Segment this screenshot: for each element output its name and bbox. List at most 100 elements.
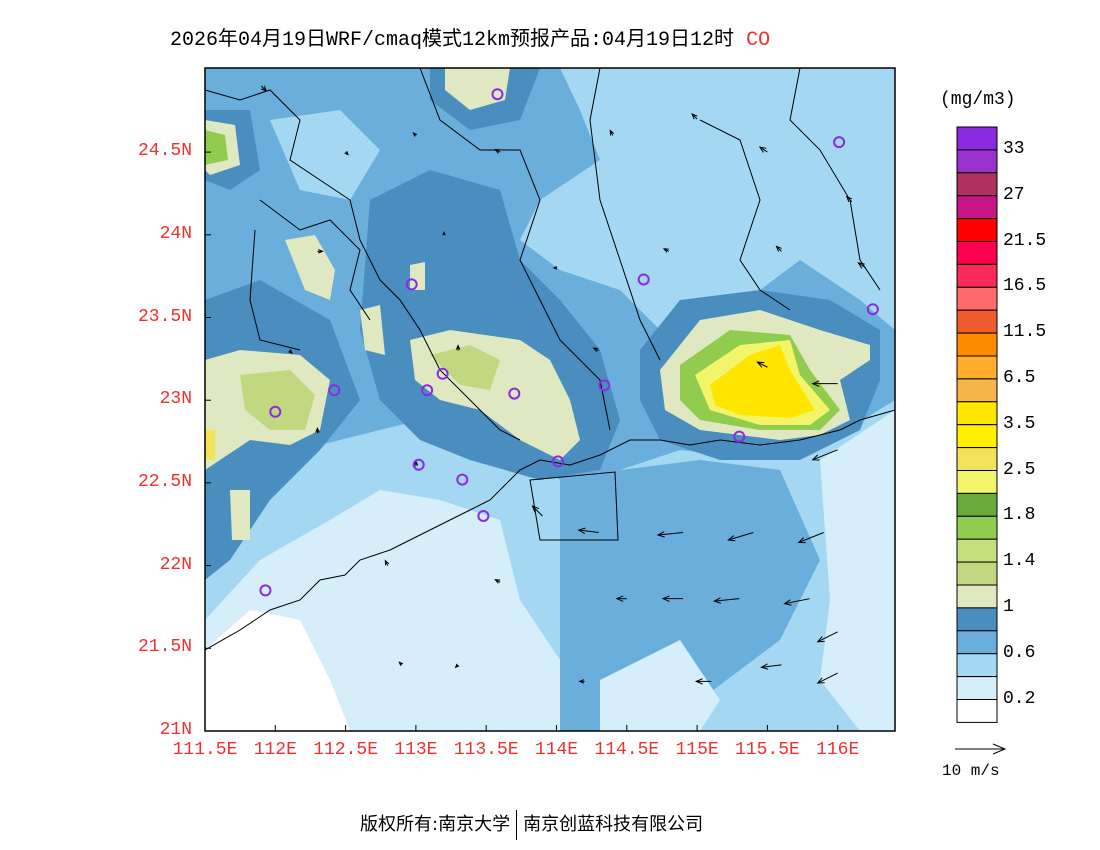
copyright-left: 版权所有:南京大学 [360,814,511,835]
station-marker [637,273,650,286]
monitoring-stations [259,88,879,597]
colorbar-swatch [956,630,998,655]
station-marker [733,430,746,443]
wind-arrow [260,85,268,92]
wind-arrow [288,349,293,354]
wind-vectors [260,85,867,685]
x-tick-label: 115E [675,740,719,760]
wind-arrow [494,149,501,154]
colorbar-swatch [956,309,998,334]
wind-arrow [816,631,838,643]
y-tick-label: 21.5N [137,637,192,658]
colorbar-swatch [956,584,998,609]
colorbar-swatch [956,149,998,174]
footer-separator [516,810,518,840]
station-marker [456,473,469,486]
plot-frame [204,67,896,732]
station-marker [491,88,504,101]
station-marker [412,458,425,471]
wind-arrow [713,597,740,604]
colorbar-swatch [956,218,998,243]
coastline-and-boundaries [205,68,895,651]
wind-arrow [609,129,615,136]
colorbar-label: 2.5 [1003,459,1036,480]
colorbar-swatch [956,355,998,380]
x-tick-label: 113.5E [453,740,519,760]
species-label: CO [746,29,771,52]
wind-arrow [552,266,558,270]
colorbar [956,126,998,723]
colorbar-swatch [956,538,998,563]
colorbar-swatch [956,378,998,403]
station-marker [551,455,564,468]
wind-arrow [578,679,585,684]
station-marker [259,584,272,597]
copyright-footer: 版权所有:南京大学 南京创蓝科技有限公司 [360,810,703,840]
colorbar-swatch [956,332,998,357]
colorbar-swatch [956,241,998,265]
wind-arrow [727,532,754,542]
colorbar-swatch [956,515,998,540]
wind-arrow [756,361,768,368]
x-tick-label: 114E [534,740,579,760]
wind-arrow [857,262,867,269]
station-marker [477,509,490,522]
colorbar-unit: (mg/m3) [940,90,1016,110]
colorbar-swatch [956,263,998,288]
wind-arrow [662,248,670,253]
colorbar-label: 27 [1003,184,1025,205]
wind-arrow [656,531,684,538]
wind-arrow [344,150,350,156]
colorbar-label: 6.5 [1003,367,1036,388]
wind-arrow [455,344,461,351]
wind-arrow [661,595,684,602]
x-tick-label: 113E [394,740,438,760]
wind-arrow [845,195,853,203]
colorbar-swatch [956,607,998,632]
colorbar-swatch [956,492,998,517]
colorbar-label: 11.5 [1003,322,1047,343]
axis-ticks [204,151,839,732]
wind-arrow [694,678,712,685]
colorbar-swatch [956,470,998,494]
station-marker [508,387,521,400]
colorbar-label: 1.4 [1003,551,1036,572]
station-marker [436,367,449,380]
x-tick-label: 116E [816,740,860,760]
x-tick-label: 112.5E [313,740,378,760]
wind-arrow [797,532,824,544]
colorbar-swatch [956,447,998,472]
station-marker [866,303,879,316]
wind-reference-label: 10 m/s [942,762,1000,780]
y-tick-label: 22.5N [137,471,192,492]
copyright-right: 南京创蓝科技有限公司 [523,814,704,835]
colorbar-label: 33 [1003,138,1025,159]
wind-arrow [398,661,404,667]
colorbar-label: 3.5 [1003,413,1036,434]
station-marker [269,405,282,418]
colorbar-swatch [956,699,998,723]
wind-arrow [691,113,698,120]
wind-arrow [811,380,838,387]
colorbar-swatch [956,126,998,151]
x-tick-label: 112E [253,740,297,760]
x-tick-label: 115.5E [734,740,800,760]
wind-arrow [775,245,782,252]
station-marker [833,136,846,149]
colorbar-label: 0.2 [1003,688,1036,709]
colorbar-swatch [956,286,998,311]
y-tick-label: 22N [159,554,192,575]
wind-arrow [758,146,768,153]
wind-arrow [783,598,810,606]
colorbar-label: 1 [1003,596,1014,617]
wind-arrow [816,672,838,684]
station-marker [328,384,341,397]
colorbar-label: 1.8 [1003,505,1036,526]
wind-arrow [760,663,782,670]
station-marker [405,278,418,291]
x-tick-label: 111.5E [172,740,238,760]
colorbar-swatch [956,401,998,426]
wind-arrow [317,249,324,254]
wind-arrow [577,527,599,534]
